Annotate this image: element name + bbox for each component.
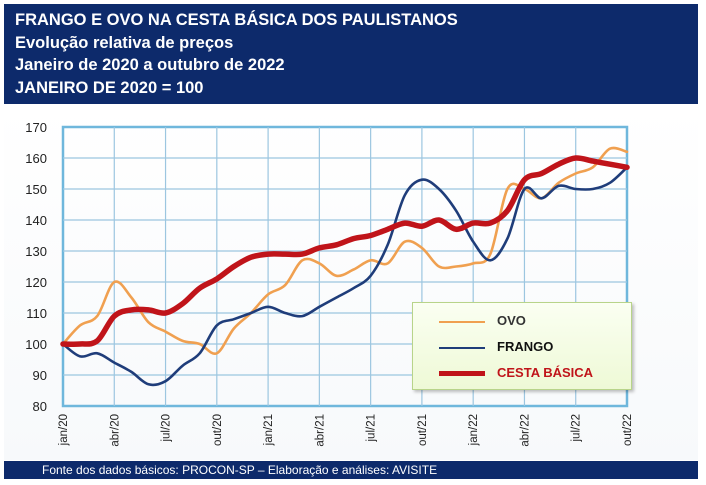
y-tick-label: 110: [26, 306, 47, 321]
x-tick-label: out/21: [417, 414, 429, 446]
chart-legend: OVO FRANGO CESTA BÁSICA: [412, 302, 632, 390]
legend-item-ovo: OVO: [413, 311, 631, 333]
x-tick-label: jul/20: [161, 414, 173, 443]
y-tick-label: 90: [33, 368, 47, 383]
legend-swatch-ovo: [439, 321, 485, 323]
y-tick-label: 140: [25, 213, 47, 228]
x-tick-label: jan/22: [468, 414, 480, 446]
x-tick-label: jul/21: [366, 414, 378, 443]
x-tick-label: out/20: [212, 414, 224, 446]
x-tick-label: out/22: [622, 414, 634, 446]
y-tick-label: 120: [25, 275, 47, 290]
legend-item-frango: FRANGO: [413, 337, 631, 359]
legend-item-cesta: CESTA BÁSICA: [413, 363, 631, 385]
legend-swatch-cesta: [439, 371, 485, 376]
chart-subtitle: Evolução relativa de preços: [15, 33, 234, 52]
y-tick-label: 150: [25, 182, 47, 197]
y-tick-label: 80: [33, 399, 47, 414]
chart-title: FRANGO E OVO NA CESTA BÁSICA DOS PAULIST…: [15, 11, 458, 29]
y-tick-label: 130: [25, 244, 47, 259]
legend-label-cesta: CESTA BÁSICA: [497, 365, 594, 380]
legend-label-frango: FRANGO: [497, 339, 554, 354]
legend-swatch-frango: [439, 347, 485, 349]
y-tick-labels: 80 90 100 110 120 130 140 150 160 170: [25, 120, 47, 414]
x-tick-label: abr/20: [109, 414, 121, 447]
x-tick-label: abr/22: [519, 414, 531, 447]
y-tick-label: 100: [25, 337, 47, 352]
x-tick-label: abr/21: [314, 414, 326, 447]
chart-header: FRANGO E OVO NA CESTA BÁSICA DOS PAULIST…: [4, 4, 698, 104]
series-line-frango: [61, 166, 629, 387]
legend-label-ovo: OVO: [497, 313, 526, 328]
y-tick-label: 160: [25, 151, 47, 166]
x-tick-label: jul/22: [571, 414, 583, 443]
chart-base-note: JANEIRO DE 2020 = 100: [15, 78, 204, 97]
plot-frame: [61, 125, 629, 408]
chart-period: Janeiro de 2020 a outubro de 2022: [15, 56, 285, 74]
x-tick-label: jan/21: [263, 414, 275, 446]
x-tick-labels: jan/20 abr/20 jul/20 out/20 jan/21 abr/21 jul/…: [58, 414, 634, 447]
source-footer: Fonte dos dados básicos: PROCON-SP – Ela…: [4, 461, 698, 479]
y-tick-label: 170: [25, 120, 47, 135]
x-tick-label: jan/20: [58, 414, 70, 446]
series-line-ovo: [61, 146, 629, 356]
series-line-cesta-basica: [60, 155, 630, 347]
series-layer: [60, 146, 630, 387]
